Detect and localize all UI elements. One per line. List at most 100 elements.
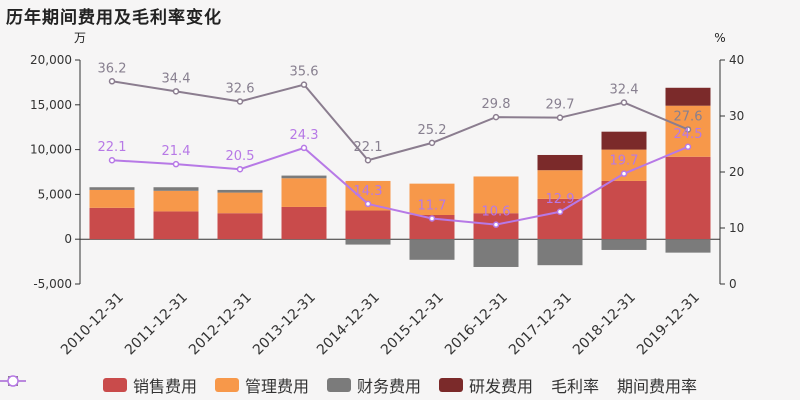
data-point bbox=[620, 170, 628, 177]
bar-segment bbox=[665, 87, 711, 106]
data-label: 36.2 bbox=[98, 61, 127, 76]
left-tick-label: 0 bbox=[64, 232, 72, 246]
left-tick-label: 5,000 bbox=[38, 187, 72, 201]
bar-segment bbox=[217, 192, 263, 214]
x-tick-label: 2018-12-31 bbox=[570, 290, 639, 359]
bar-segment bbox=[217, 189, 263, 193]
data-label: 24.3 bbox=[290, 128, 319, 143]
x-tick-label: 2010-12-31 bbox=[58, 290, 127, 359]
data-label: 32.4 bbox=[610, 83, 639, 98]
legend-label: 财务费用 bbox=[356, 377, 421, 396]
x-tick-label: 2013-12-31 bbox=[250, 290, 319, 359]
legend-item: 研发费用 bbox=[439, 373, 533, 397]
data-point bbox=[236, 165, 244, 173]
left-tick-label: 15,000 bbox=[30, 98, 72, 112]
bar-segment bbox=[153, 187, 199, 191]
x-tick-label: 2016-12-31 bbox=[442, 290, 511, 359]
bar-segment bbox=[281, 178, 327, 207]
data-label: 29.8 bbox=[482, 97, 511, 112]
right-tick-label: 30 bbox=[729, 109, 744, 123]
left-axis-unit: 万 bbox=[74, 31, 86, 45]
x-tick-label: 2017-12-31 bbox=[506, 290, 575, 359]
bar-segment bbox=[601, 239, 647, 250]
right-tick-label: 10 bbox=[729, 221, 744, 235]
data-label: 22.1 bbox=[354, 140, 383, 155]
data-labels: 36.2 34.4 32.6 35.6 22.1 25.2 29.8 29.7 32.4 27.6… bbox=[98, 61, 703, 219]
legend-item: 毛利率 bbox=[0, 373, 599, 397]
legend-label: 期间费用率 bbox=[617, 377, 698, 396]
data-label: 12.9 bbox=[546, 192, 575, 207]
legend-swatch bbox=[439, 378, 463, 392]
series-line bbox=[111, 80, 689, 162]
x-tick-label: 2011-12-31 bbox=[122, 290, 191, 359]
legend: 销售费用 管理费用 财务费用 研发费用 毛利率 期间费用率 bbox=[0, 374, 800, 396]
x-tick-label: 2012-12-31 bbox=[186, 290, 255, 359]
left-tick-label: 20,000 bbox=[30, 53, 72, 67]
data-point bbox=[300, 144, 308, 152]
data-point bbox=[492, 113, 500, 121]
data-point bbox=[300, 81, 308, 88]
data-label: 10.6 bbox=[482, 205, 511, 220]
bar-segment bbox=[665, 239, 711, 253]
bar-segment bbox=[217, 213, 263, 240]
data-point bbox=[364, 200, 372, 208]
data-label: 20.5 bbox=[226, 149, 255, 164]
data-label: 25.2 bbox=[418, 123, 447, 138]
line-series bbox=[108, 78, 692, 228]
bar-segment bbox=[537, 198, 583, 240]
legend-item: 管理费用 bbox=[214, 373, 309, 397]
right-tick-label: 20 bbox=[729, 165, 744, 179]
bar-segment bbox=[665, 156, 711, 240]
bar-segment bbox=[473, 176, 519, 214]
bar-segment bbox=[345, 239, 391, 245]
bar-segment bbox=[281, 175, 327, 179]
data-label: 35.6 bbox=[290, 65, 319, 80]
data-point bbox=[428, 139, 436, 147]
bar-segment bbox=[537, 154, 583, 171]
bar-segment bbox=[409, 183, 455, 216]
legend-line-marker bbox=[0, 375, 26, 387]
right-tick-label: 0 bbox=[729, 277, 737, 291]
chart-title: 历年期间费用及毛利率变化 bbox=[6, 8, 222, 28]
left-tick-label: -5,000 bbox=[33, 277, 72, 291]
data-label: 32.6 bbox=[226, 81, 255, 96]
bar-series bbox=[89, 87, 711, 267]
data-point bbox=[492, 221, 500, 228]
data-point bbox=[172, 160, 180, 168]
data-point bbox=[556, 114, 564, 121]
x-tick-label: 2019-12-31 bbox=[634, 290, 703, 359]
legend-item: 财务费用 bbox=[326, 373, 421, 397]
bar-segment bbox=[89, 189, 135, 208]
data-point bbox=[684, 126, 692, 133]
legend-swatch bbox=[326, 378, 351, 392]
bar-segment bbox=[89, 207, 135, 240]
data-label: 14.3 bbox=[354, 184, 383, 199]
legend-label: 研发费用 bbox=[469, 377, 534, 396]
data-point bbox=[172, 88, 180, 95]
bar-segment bbox=[601, 131, 647, 150]
data-point bbox=[108, 78, 116, 85]
data-label: 29.7 bbox=[546, 98, 575, 113]
bar-segment bbox=[601, 180, 647, 240]
data-label: 24.5 bbox=[674, 127, 703, 142]
legend-swatch bbox=[102, 378, 127, 392]
bar-segment bbox=[89, 187, 135, 190]
x-tick-label: 2014-12-31 bbox=[314, 290, 383, 359]
legend-item: 销售费用 bbox=[102, 373, 197, 397]
data-point bbox=[428, 215, 436, 222]
bar-segment bbox=[473, 239, 519, 267]
series-line bbox=[111, 145, 689, 226]
right-axis-unit: % bbox=[714, 31, 725, 45]
legend-item: 期间费用率 bbox=[0, 373, 698, 397]
bar-segment bbox=[153, 211, 199, 240]
legend-label: 管理费用 bbox=[244, 377, 309, 396]
right-tick-label: 40 bbox=[729, 53, 744, 67]
data-label: 22.1 bbox=[98, 140, 127, 155]
data-label: 11.7 bbox=[418, 198, 447, 213]
x-tick-labels: 2010-12-312011-12-312012-12-312013-12-31… bbox=[58, 290, 703, 359]
data-point bbox=[620, 99, 628, 106]
data-label: 34.4 bbox=[162, 71, 191, 86]
data-label: 19.7 bbox=[610, 154, 639, 169]
legend-label: 销售费用 bbox=[132, 377, 197, 396]
